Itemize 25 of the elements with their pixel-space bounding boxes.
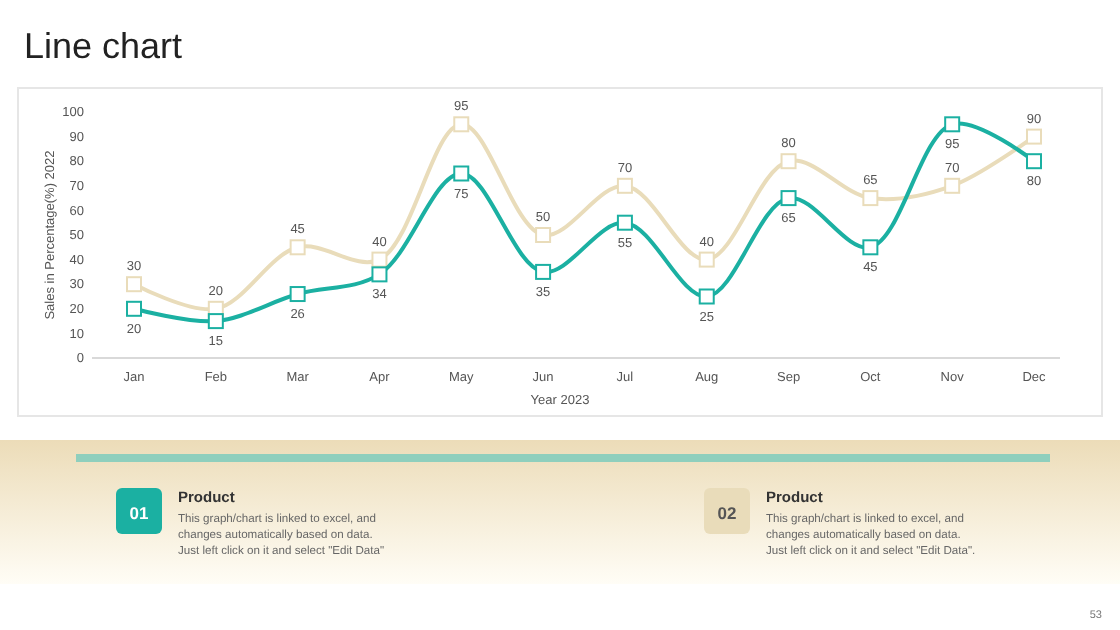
- point: [126, 276, 142, 293]
- point: [453, 165, 470, 182]
- point: [1026, 128, 1042, 145]
- point: [698, 288, 715, 305]
- point: [289, 239, 306, 256]
- point: [535, 263, 552, 280]
- point: [207, 313, 224, 330]
- text: 01: [129, 503, 149, 523]
- chart-title: Line chart: [24, 26, 183, 66]
- point: [1026, 153, 1042, 170]
- point: [371, 266, 388, 283]
- point: [862, 190, 879, 207]
- point: [616, 177, 633, 194]
- text: 02: [717, 503, 737, 523]
- point: [780, 190, 797, 207]
- point: [944, 116, 961, 133]
- point: [535, 227, 552, 243]
- point: [698, 251, 715, 268]
- point: [126, 300, 142, 317]
- point: [289, 286, 306, 303]
- point: [862, 239, 879, 256]
- point: [453, 116, 470, 133]
- point: [616, 214, 633, 231]
- point: [944, 177, 961, 194]
- point: [780, 153, 797, 170]
